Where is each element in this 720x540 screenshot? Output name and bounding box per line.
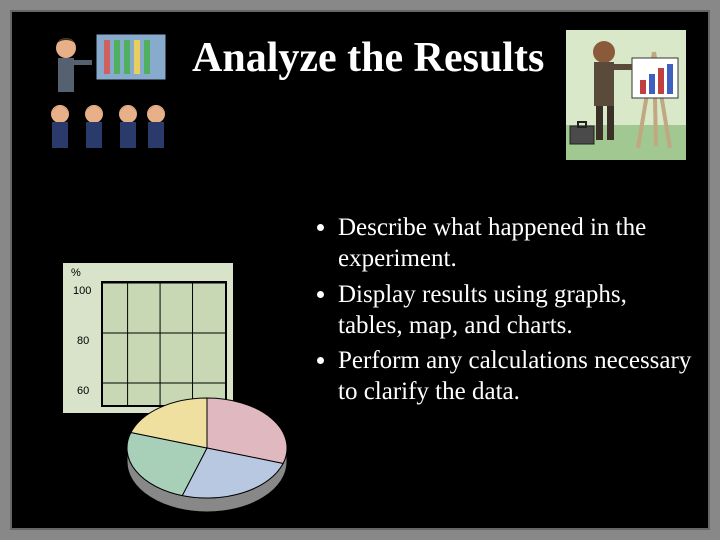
pie-chart-clipart	[122, 392, 292, 522]
slide: Analyze the Results	[10, 10, 710, 530]
bullet-item: Perform any calculations necessary to cl…	[338, 345, 692, 408]
presenter-audience-clipart	[36, 30, 176, 160]
bullet-list: Describe what happened in the experiment…	[312, 212, 692, 412]
linechart-tick-80: 80	[77, 335, 89, 347]
linechart-tick-60: 60	[77, 385, 89, 397]
presenter-easel-clipart	[566, 30, 686, 160]
bullet-item: Describe what happened in the experiment…	[338, 212, 692, 275]
bullet-item: Display results using graphs, tables, ma…	[338, 279, 692, 342]
linechart-tick-100: 100	[73, 285, 91, 297]
slide-title: Analyze the Results	[192, 34, 544, 82]
linechart-y-label: %	[71, 267, 81, 279]
